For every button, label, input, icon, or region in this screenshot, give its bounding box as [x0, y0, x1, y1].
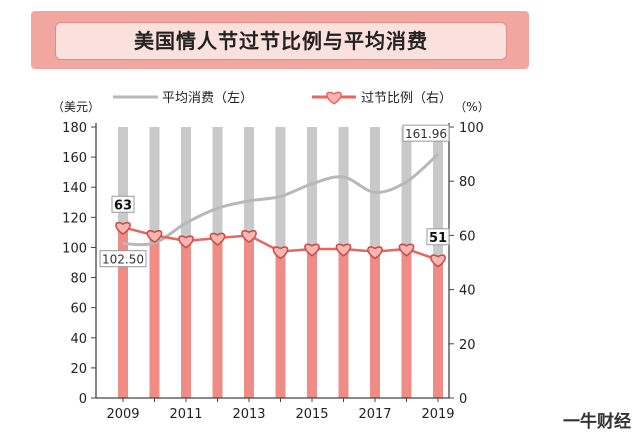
- left-tick-label: 180: [62, 121, 87, 136]
- right-tick-label: 100: [459, 121, 484, 136]
- ratio-bar: [181, 240, 191, 398]
- ratio-bar: [149, 235, 160, 398]
- left-tick-label: 100: [62, 241, 87, 256]
- ratio-heart-marker: [146, 230, 163, 244]
- ratio-heart-marker: [398, 243, 415, 257]
- data-label: 102.50: [102, 253, 144, 267]
- title-banner: 美国情人节过节比例与平均消费: [31, 11, 529, 69]
- right-axis-unit: （%）: [454, 100, 489, 114]
- data-label: 51: [429, 231, 447, 246]
- data-label-box: [99, 250, 147, 268]
- chart-title: 美国情人节过节比例与平均消费: [55, 22, 507, 60]
- x-tick-label: 2011: [169, 407, 202, 422]
- right-tick-label: 0: [459, 392, 467, 407]
- ratio-heart-marker: [304, 243, 320, 257]
- ratio-heart-marker: [178, 235, 194, 249]
- data-label-box: [426, 228, 450, 246]
- right-tick-label: 40: [459, 284, 476, 299]
- left-tick-label: 160: [62, 151, 87, 166]
- left-tick-label: 80: [70, 272, 87, 287]
- spending-line: [122, 153, 440, 247]
- ratio-heart-marker: [430, 254, 446, 268]
- x-tick-label: 2019: [421, 407, 454, 422]
- ratio-bar: [212, 238, 223, 398]
- data-label-box: [402, 124, 450, 142]
- right-tick-label: 80: [459, 175, 476, 190]
- left-tick-label: 120: [62, 211, 87, 226]
- data-label-box: [111, 195, 135, 213]
- left-tick-label: 20: [70, 362, 87, 377]
- ratio-heart-marker: [241, 230, 257, 244]
- legend-label-spending: 平均消费（左）: [162, 91, 253, 106]
- ratio-bar: [244, 235, 254, 398]
- left-tick-label: 140: [62, 181, 87, 196]
- ratio-bar: [275, 251, 286, 398]
- ratio-heart-marker: [115, 221, 131, 235]
- x-tick-label: 2015: [295, 407, 328, 422]
- left-axis-unit: （美元）: [52, 100, 100, 114]
- legend-label-ratio: 过节比例（右）: [361, 91, 452, 106]
- legend-heart-icon: [326, 91, 342, 105]
- ratio-bar: [338, 248, 349, 398]
- ratio-heart-marker: [335, 243, 352, 257]
- ratio-heart-marker: [272, 246, 289, 260]
- right-tick-label: 20: [459, 338, 476, 353]
- ratio-bar: [307, 248, 317, 398]
- left-tick-label: 60: [70, 302, 87, 317]
- data-label: 161.96: [405, 127, 447, 141]
- x-tick-label: 2013: [232, 407, 265, 422]
- ratio-bar: [118, 227, 128, 398]
- ratio-heart-marker: [209, 232, 226, 246]
- x-tick-label: 2017: [358, 407, 391, 422]
- ratio-bar: [401, 248, 412, 398]
- watermark-text: 一牛财经: [563, 412, 631, 432]
- data-label: 63: [114, 198, 132, 213]
- right-tick-label: 60: [459, 229, 476, 244]
- ratio-heart-marker: [367, 246, 383, 260]
- left-tick-label: 40: [70, 332, 87, 347]
- x-tick-label: 2009: [106, 407, 139, 422]
- ratio-bar: [370, 251, 380, 398]
- ratio-bar: [433, 259, 443, 398]
- left-tick-label: 0: [79, 392, 87, 407]
